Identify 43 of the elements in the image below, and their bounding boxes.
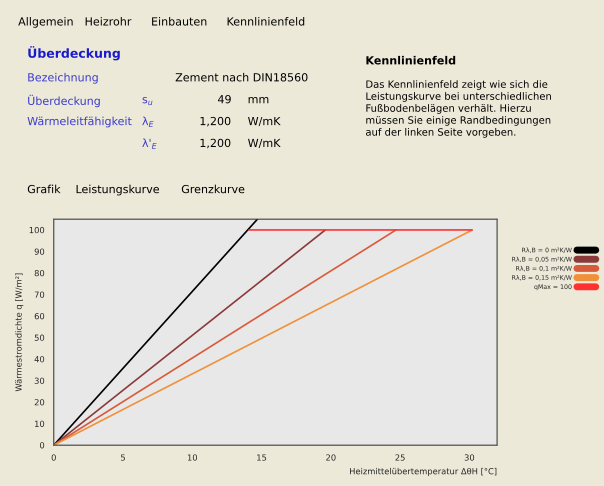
y-tick-label: 10 xyxy=(35,420,44,427)
text: W/mK xyxy=(248,116,281,126)
text: λ'$_{E}$ xyxy=(142,138,157,149)
x-tick-label: 0 xyxy=(52,454,56,461)
y-tick-label: 60 xyxy=(34,313,44,320)
text: mm xyxy=(248,96,268,104)
y-tick-label: 80 xyxy=(34,270,44,276)
y-tick-label: 70 xyxy=(34,291,44,298)
text: Einbauten xyxy=(152,17,206,26)
text: s$_{u}$ xyxy=(142,96,152,106)
text: 1,200 xyxy=(200,116,230,126)
text: Überdeckung xyxy=(28,94,100,108)
text: Kennlinienfeld xyxy=(228,17,304,26)
y-axis-title: Wärmestromdichte q [W/m²] xyxy=(15,273,24,392)
x-tick-label: 30 xyxy=(464,454,474,461)
text: Leistungskurve xyxy=(76,184,160,196)
text: W/mK xyxy=(248,138,281,148)
text: Zement nach DIN18560 xyxy=(176,72,308,82)
text: 1,200 xyxy=(200,138,230,148)
text: Wärmeleitfähigkeit xyxy=(28,116,132,128)
text: Kennlinienfeld xyxy=(366,56,456,64)
x-tick-label: 10 xyxy=(188,454,198,461)
text: Bezeichnung xyxy=(28,72,98,84)
text: Grenzkurve xyxy=(182,184,244,194)
y-tick-label: 100 xyxy=(30,226,44,234)
text: 49 xyxy=(218,94,231,104)
text: Heizrohr xyxy=(86,17,132,26)
y-tick-label: 0 xyxy=(40,442,44,448)
x-tick-label: 5 xyxy=(121,454,125,461)
text: Grafik xyxy=(28,184,61,194)
y-tick-label: 30 xyxy=(34,378,44,384)
y-tick-label: 20 xyxy=(34,399,44,406)
y-tick-label: 90 xyxy=(34,248,44,255)
x-tick-label: 15 xyxy=(257,454,266,461)
y-tick-label: 40 xyxy=(34,356,44,362)
x-tick-label: 25 xyxy=(395,454,405,461)
x-axis-title: Heizmittelübertemperatur ΔθH [°C] xyxy=(350,468,496,476)
text: Das Kennlinienfeld zeigt wie sich die Leistungskurve bei unterschiedlichen Fußbodenbelägen verhält. Hierzu müssen Sie einige Randbedingungen auf der linken Seite vorgeben. xyxy=(366,80,551,138)
text: λ$_{E}$ xyxy=(142,116,154,127)
y-tick-label: 50 xyxy=(34,334,44,341)
text: Allgemein xyxy=(18,17,73,28)
x-tick-label: 20 xyxy=(326,454,336,461)
text: Überdeckung xyxy=(28,46,120,60)
